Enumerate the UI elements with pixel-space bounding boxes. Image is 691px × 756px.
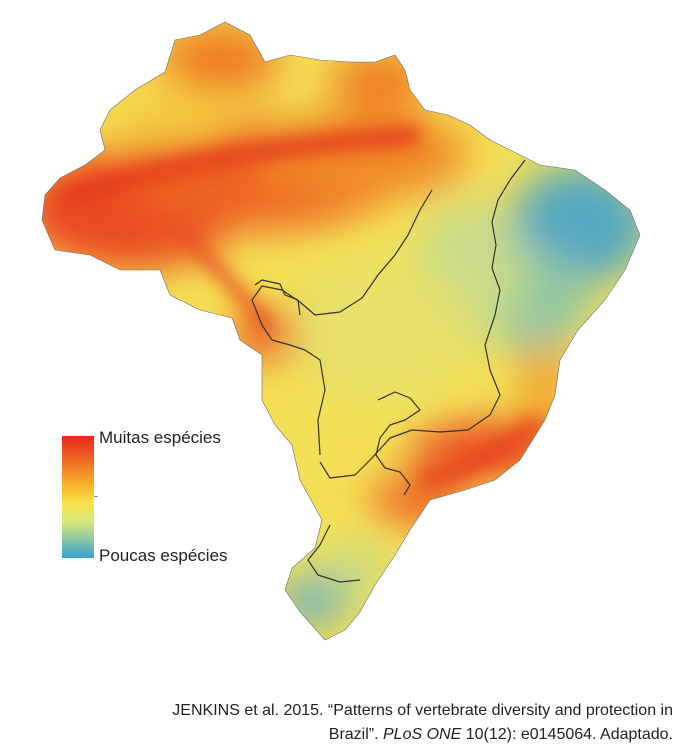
brazil-outline <box>41 21 641 641</box>
caption-line-2: Brazil”. PLoS ONE 10(12): e0145064. Adap… <box>13 723 673 747</box>
brazil-species-richness-map <box>41 21 641 641</box>
caption-journal: PLoS ONE <box>383 726 462 743</box>
legend-high-label: Muitas espécies <box>99 428 221 447</box>
caption-line-2-pre: Brazil”. <box>328 726 383 743</box>
source-caption: JENKINS et al. 2015. “Patterns of verteb… <box>13 699 673 747</box>
biome-boundaries <box>251 159 526 583</box>
species-richness-raster <box>42 22 640 640</box>
caption-line-1: JENKINS et al. 2015. “Patterns of verteb… <box>172 702 673 719</box>
legend-mid-tick <box>94 496 98 497</box>
legend-low-label: Poucas espécies <box>99 546 228 565</box>
legend-color-scale <box>62 436 94 558</box>
caption-line-2-post: 10(12): e0145064. Adaptado. <box>461 726 673 743</box>
